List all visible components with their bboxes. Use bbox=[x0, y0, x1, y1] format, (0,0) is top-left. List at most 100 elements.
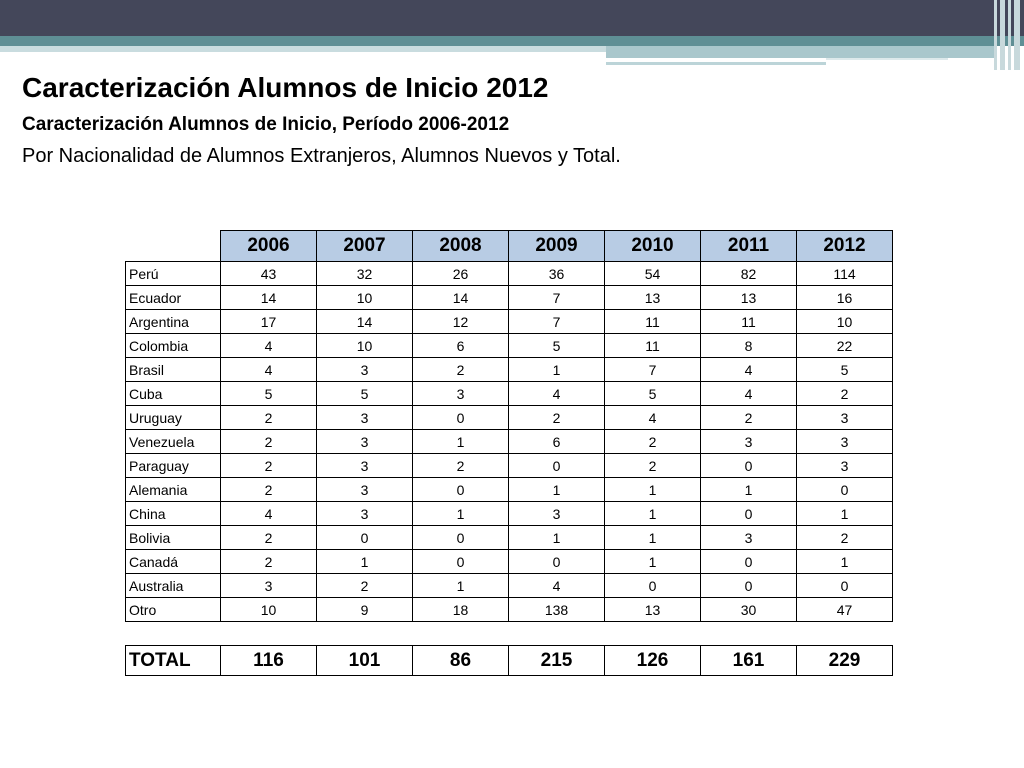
table-cell: 1 bbox=[604, 477, 701, 502]
table-row: Bolivia 2 0 0 1 1 3 2 bbox=[125, 525, 893, 550]
table-cell: 13 bbox=[604, 285, 701, 310]
table-cell: 12 bbox=[412, 309, 509, 334]
table-cell: 3 bbox=[700, 429, 797, 454]
table-cell: 2 bbox=[412, 453, 509, 478]
total-cell: 126 bbox=[604, 645, 701, 676]
table-row: China 4 3 1 3 1 0 1 bbox=[125, 501, 893, 526]
table-cell: 114 bbox=[796, 261, 893, 286]
table-row: Paraguay 2 3 2 0 2 0 3 bbox=[125, 453, 893, 478]
table-cell: 3 bbox=[220, 573, 317, 598]
table-cell: 10 bbox=[316, 333, 413, 358]
table-cell: 0 bbox=[412, 549, 509, 574]
table-cell: 10 bbox=[796, 309, 893, 334]
table-row: Cuba 5 5 3 4 5 4 2 bbox=[125, 381, 893, 406]
table-cell: 2 bbox=[220, 549, 317, 574]
table-cell: 11 bbox=[700, 309, 797, 334]
table-row: Ecuador 14 10 14 7 13 13 16 bbox=[125, 285, 893, 310]
year-header-2009: 2009 bbox=[508, 230, 605, 262]
table-cell: 82 bbox=[700, 261, 797, 286]
table-cell: 3 bbox=[316, 429, 413, 454]
table-cell: 3 bbox=[796, 429, 893, 454]
year-header-2007: 2007 bbox=[316, 230, 413, 262]
table-cell: 1 bbox=[412, 429, 509, 454]
total-row: TOTAL 116 101 86 215 126 161 229 bbox=[125, 645, 893, 676]
table-cell: 2 bbox=[220, 405, 317, 430]
table-corner-cell bbox=[125, 230, 221, 262]
table-cell: 5 bbox=[316, 381, 413, 406]
table-cell: 10 bbox=[220, 597, 317, 622]
year-header-2011: 2011 bbox=[700, 230, 797, 262]
table-cell: 11 bbox=[604, 333, 701, 358]
table-cell: 0 bbox=[508, 453, 605, 478]
table-cell: 30 bbox=[700, 597, 797, 622]
table-cell: 2 bbox=[796, 525, 893, 550]
header-band-pale-right bbox=[606, 46, 996, 58]
total-cell: 229 bbox=[796, 645, 893, 676]
row-label: Brasil bbox=[125, 357, 221, 382]
table-cell: 3 bbox=[316, 501, 413, 526]
table-cell: 4 bbox=[220, 333, 317, 358]
table-cell: 6 bbox=[508, 429, 605, 454]
table-cell: 3 bbox=[796, 453, 893, 478]
table-cell: 10 bbox=[316, 285, 413, 310]
year-header-2006: 2006 bbox=[220, 230, 317, 262]
table-cell: 1 bbox=[412, 573, 509, 598]
nationality-table: 2006 2007 2008 2009 2010 2011 2012 Perú 43 32 26 3… bbox=[125, 230, 893, 622]
table-cell: 22 bbox=[796, 333, 893, 358]
table-cell: 2 bbox=[412, 357, 509, 382]
total-cell: 161 bbox=[700, 645, 797, 676]
header-band-teal bbox=[0, 36, 1024, 46]
table-cell: 2 bbox=[220, 477, 317, 502]
row-label: Cuba bbox=[125, 381, 221, 406]
header-accent-line-thin bbox=[826, 58, 948, 60]
table-cell: 2 bbox=[220, 453, 317, 478]
table-cell: 13 bbox=[604, 597, 701, 622]
table-row: Uruguay 2 3 0 2 4 2 3 bbox=[125, 405, 893, 430]
table-cell: 2 bbox=[508, 405, 605, 430]
table-cell: 32 bbox=[316, 261, 413, 286]
table-row: Perú 43 32 26 36 54 82 114 bbox=[125, 261, 893, 286]
total-cell: 215 bbox=[508, 645, 605, 676]
header-accent-line bbox=[606, 62, 826, 65]
table-cell: 47 bbox=[796, 597, 893, 622]
table-cell: 1 bbox=[796, 501, 893, 526]
table-cell: 2 bbox=[796, 381, 893, 406]
table-cell: 138 bbox=[508, 597, 605, 622]
table-cell: 3 bbox=[316, 357, 413, 382]
table-cell: 5 bbox=[796, 357, 893, 382]
table-cell: 0 bbox=[700, 549, 797, 574]
table-cell: 5 bbox=[220, 381, 317, 406]
table-cell: 0 bbox=[412, 405, 509, 430]
table-cell: 14 bbox=[412, 285, 509, 310]
table-cell: 3 bbox=[412, 381, 509, 406]
slide-title: Caracterización Alumnos de Inicio 2012 bbox=[22, 72, 549, 103]
table-cell: 1 bbox=[796, 549, 893, 574]
row-label: Perú bbox=[125, 261, 221, 286]
table-cell: 4 bbox=[700, 381, 797, 406]
table-cell: 2 bbox=[604, 453, 701, 478]
row-label: Australia bbox=[125, 573, 221, 598]
table-cell: 2 bbox=[316, 573, 413, 598]
slide-description: Por Nacionalidad de Alumnos Extranjeros,… bbox=[22, 145, 621, 167]
table-cell: 18 bbox=[412, 597, 509, 622]
year-header-row: 2006 2007 2008 2009 2010 2011 2012 bbox=[125, 230, 893, 262]
table-cell: 11 bbox=[604, 309, 701, 334]
year-header-2012: 2012 bbox=[796, 230, 893, 262]
table-cell: 1 bbox=[604, 501, 701, 526]
table-cell: 8 bbox=[700, 333, 797, 358]
year-header-2010: 2010 bbox=[604, 230, 701, 262]
header-vertical-stripes bbox=[990, 0, 1024, 70]
table-cell: 17 bbox=[220, 309, 317, 334]
table-cell: 1 bbox=[508, 525, 605, 550]
row-label: Ecuador bbox=[125, 285, 221, 310]
table-cell: 14 bbox=[220, 285, 317, 310]
table-cell: 9 bbox=[316, 597, 413, 622]
table-row: Otro 10 9 18 138 13 30 47 bbox=[125, 597, 893, 622]
table-cell: 0 bbox=[412, 477, 509, 502]
table-cell: 4 bbox=[508, 573, 605, 598]
table-cell: 6 bbox=[412, 333, 509, 358]
table-cell: 3 bbox=[316, 405, 413, 430]
total-cell: 101 bbox=[316, 645, 413, 676]
table-cell: 0 bbox=[604, 573, 701, 598]
row-label: Bolivia bbox=[125, 525, 221, 550]
